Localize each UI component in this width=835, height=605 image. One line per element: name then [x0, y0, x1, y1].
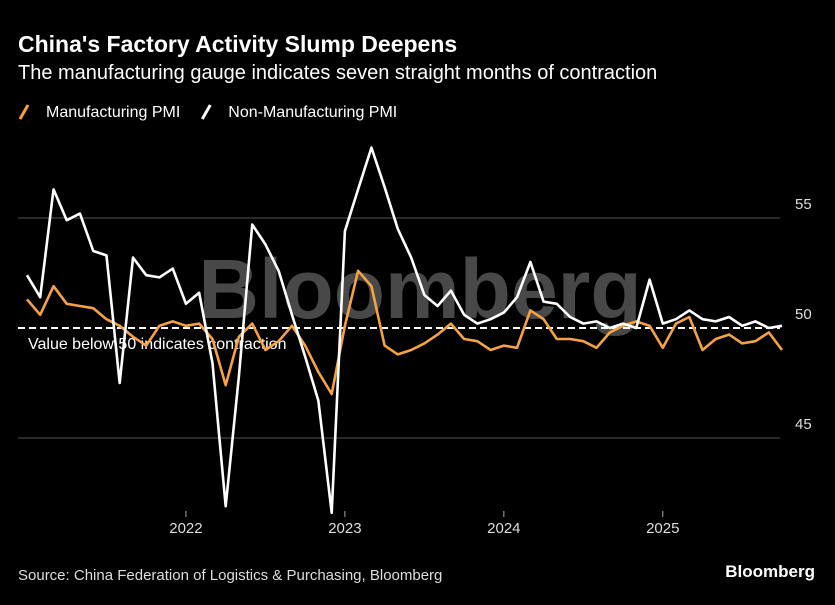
x-tick-label: 2023 — [328, 520, 361, 537]
x-tick-label: 2025 — [646, 520, 679, 537]
y-tick-label: 45 — [795, 416, 812, 433]
x-tick-label: 2024 — [487, 520, 520, 537]
series-line — [26, 269, 784, 396]
legend-swatch — [200, 104, 212, 120]
logo: Bloomberg — [725, 562, 815, 581]
source: Source: China Federation of Logistics & … — [18, 567, 442, 584]
series-line — [25, 146, 783, 515]
watermark: Bloomberg — [198, 242, 641, 336]
legend-swatch — [18, 104, 30, 120]
chart-title: China's Factory Activity Slump Deepens — [18, 31, 457, 57]
y-tick-label: 55 — [795, 196, 812, 213]
annotation: Value below 50 indicates contraction — [28, 336, 287, 353]
chart-subtitle: The manufacturing gauge indicates seven … — [18, 62, 657, 84]
x-tick-label: 2022 — [169, 520, 202, 537]
legend-label: Non-Manufacturing PMI — [228, 104, 397, 121]
y-tick-label: 50 — [795, 306, 812, 323]
legend-label: Manufacturing PMI — [46, 104, 180, 121]
